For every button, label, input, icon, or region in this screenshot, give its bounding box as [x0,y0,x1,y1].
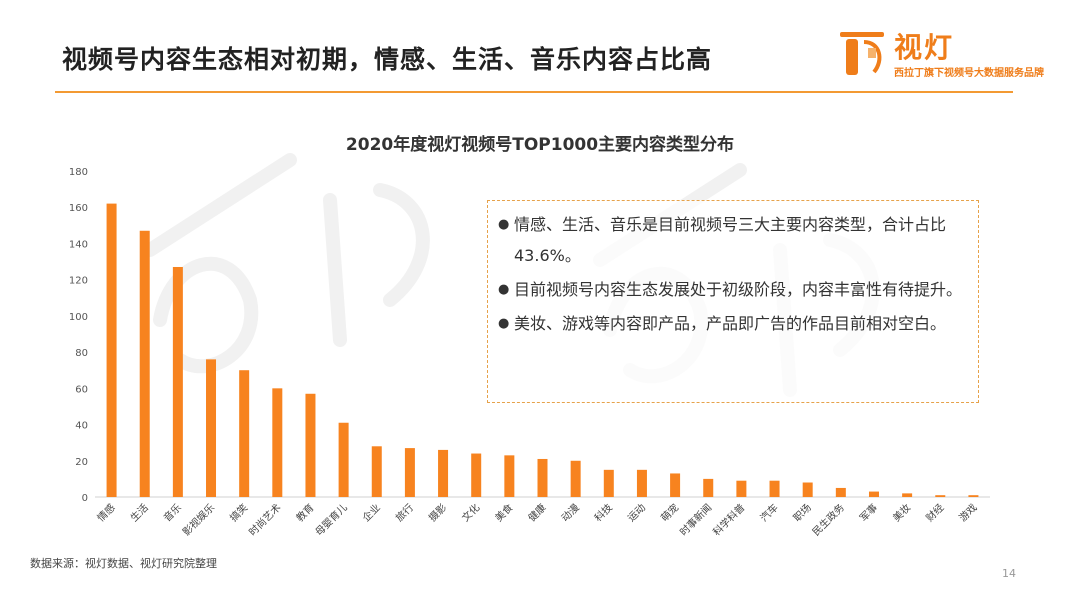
bar [570,460,581,497]
y-tick-label: 80 [75,348,88,359]
bar [106,203,117,497]
x-category-label: 生活 [128,501,151,524]
header-divider [55,91,1013,93]
logo-name: 视灯 [894,31,955,64]
bar [935,495,946,497]
x-category-label: 军事 [857,501,880,524]
logo-tagline: 西拉丁旗下视频号大数据服务品牌 [894,68,1044,79]
bar [603,469,614,497]
y-tick-label: 0 [82,493,88,504]
bar [206,359,217,497]
bar [868,491,879,497]
note-text: 美妆、游戏等内容即产品，产品即广告的作品目前相对空白。 [514,314,947,333]
x-category-label: 情感 [94,501,117,524]
bullet-icon: ● [498,282,510,297]
bar [272,388,283,497]
bar [239,370,250,497]
x-category-label: 企业 [360,501,383,524]
x-category-label: 音乐 [161,501,184,524]
bar [670,473,681,497]
note-text: 情感、生活、音乐是目前视频号三大主要内容类型，合计占比43.6%。 [514,215,947,265]
bar [139,230,150,497]
x-category-label: 健康 [525,501,548,524]
data-source: 数据来源：视灯数据、视灯研究院整理 [30,557,217,570]
chart-title: 2020年度视灯视频号TOP1000主要内容类型分布 [345,135,735,155]
x-category-label: 美食 [492,501,515,524]
x-category-label: 动漫 [559,502,582,525]
x-category-label: 汽车 [757,501,780,524]
y-tick-label: 160 [69,203,88,214]
x-category-label: 游戏 [956,501,979,524]
y-tick-label: 20 [75,457,88,468]
x-category-label: 搞笑 [227,501,250,524]
y-tick-label: 40 [75,421,88,432]
bar [471,453,482,497]
x-category-label: 科学科普 [710,501,747,538]
y-tick-label: 60 [75,384,88,395]
chart-bars [106,203,979,497]
lamp-logo-icon [840,32,884,75]
x-category-label: 职场 [790,501,813,524]
x-category-label: 母婴育儿 [312,501,349,538]
y-tick-label: 140 [69,239,88,250]
x-category-label: 运动 [625,502,648,525]
x-category-label: 民生政务 [809,501,846,538]
y-tick-label: 120 [69,276,88,287]
bar [636,469,647,497]
bar [537,458,548,497]
x-category-label: 时尚艺术 [246,501,283,538]
bar [902,493,913,497]
bar [769,480,780,497]
x-category-label: 萌宠 [658,501,681,524]
x-category-label: 教育 [293,501,316,524]
bullet-icon: ● [498,217,510,232]
x-category-label: 财经 [923,501,946,524]
bar [703,478,714,497]
bar [305,393,316,497]
note-text: 目前视频号内容生态发展处于初级阶段，内容丰富性有待提升。 [514,280,963,299]
bar [172,266,183,497]
y-tick-label: 180 [69,167,88,178]
x-category-label: 摄影 [426,501,449,524]
page-number: 14 [1002,567,1016,580]
bar [736,480,747,497]
x-category-label: 时事新闻 [677,501,714,538]
bar [504,455,515,497]
bullet-icon: ● [498,316,510,331]
x-category-label: 文化 [459,501,482,524]
x-category-label: 影视娱乐 [180,501,217,538]
brand-logo: 视灯 西拉丁旗下视频号大数据服务品牌 [838,26,1044,86]
page-title: 视频号内容生态相对初期，情感、生活、音乐内容占比高 [62,45,713,74]
x-category-label: 旅行 [393,501,416,524]
y-tick-label: 100 [69,312,88,323]
bar [338,422,349,497]
bar [438,449,449,497]
bar [802,482,813,497]
notes-box: ● 情感、生活、音乐是目前视频号三大主要内容类型，合计占比43.6%。 ● 目前… [487,200,979,403]
note-item: ● 情感、生活、音乐是目前视频号三大主要内容类型，合计占比43.6%。 [498,209,968,271]
x-category-label: 科技 [592,501,615,524]
bar [404,448,415,497]
bar [835,487,846,497]
note-item: ● 美妆、游戏等内容即产品，产品即广告的作品目前相对空白。 [498,308,968,339]
bar [371,446,382,497]
x-category-label: 美妆 [890,501,913,524]
note-item: ● 目前视频号内容生态发展处于初级阶段，内容丰富性有待提升。 [498,274,968,305]
bar [968,495,979,497]
